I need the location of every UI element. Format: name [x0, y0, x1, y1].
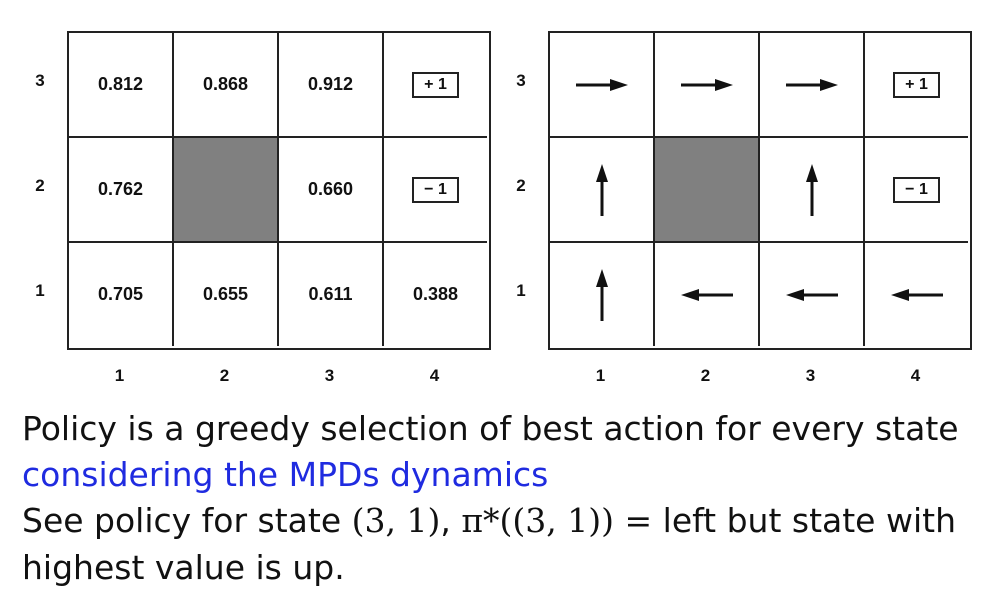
- arrow-right-icon: [575, 78, 628, 91]
- arrow-up-icon: [805, 163, 818, 216]
- caption-line-4: highest value is up.: [22, 548, 345, 587]
- value-row-label: 1: [35, 281, 45, 300]
- terminal-reward-box: + 1: [893, 71, 940, 98]
- caption-line-3: See policy for state (3, 1), π*((3, 1)) …: [22, 498, 956, 544]
- value-cell: 0.762: [69, 138, 174, 243]
- caption-line-1: Policy is a greedy selection of best act…: [22, 409, 959, 448]
- value-cell: 0.705: [69, 243, 174, 346]
- terminal-reward-box: − 1: [893, 176, 940, 203]
- policy-terminal-cell: + 1: [865, 33, 968, 138]
- value-terminal-cell: + 1: [384, 33, 487, 138]
- policy-row-label: 3: [516, 71, 526, 90]
- terminal-reward-box: − 1: [412, 176, 459, 203]
- policy-row-label: 1: [516, 281, 526, 300]
- value-row-label: 3: [35, 71, 45, 90]
- policy-cell: [550, 33, 655, 138]
- caption-line-3-part-a: See policy for state: [22, 501, 352, 540]
- caption-line-2: considering the MPDs dynamics: [22, 455, 549, 494]
- policy-cell: [760, 33, 865, 138]
- policy-cell: [550, 138, 655, 243]
- value-cell: 0.868: [174, 33, 279, 138]
- policy-cell: [655, 33, 760, 138]
- policy-wall-cell: [655, 138, 760, 243]
- value-col-label: 4: [429, 366, 440, 385]
- arrow-left-icon: [785, 288, 838, 301]
- policy-cell: [760, 138, 865, 243]
- arrow-left-icon: [890, 288, 943, 301]
- value-col-label: 2: [219, 366, 230, 385]
- policy-grid: + 1 − 1: [548, 31, 972, 350]
- policy-col-label: 3: [805, 366, 816, 385]
- value-row-label: 2: [35, 176, 45, 195]
- policy-cell: [865, 243, 968, 346]
- value-cell: 0.812: [69, 33, 174, 138]
- state-tuple: (3, 1): [351, 501, 441, 540]
- value-grid: 0.812 0.868 0.912 + 1 0.762 0.660 − 1 0.705 0.65…: [67, 31, 491, 350]
- arrow-right-icon: [785, 78, 838, 91]
- policy-col-label: 1: [595, 366, 606, 385]
- policy-row-label: 2: [516, 176, 526, 195]
- value-col-label: 1: [114, 366, 125, 385]
- value-col-label: 3: [324, 366, 335, 385]
- caption-line-3-part-c: left but state with: [652, 501, 956, 540]
- value-wall-cell: [174, 138, 279, 243]
- terminal-reward-box: + 1: [412, 71, 459, 98]
- value-cell: 0.611: [279, 243, 384, 346]
- policy-col-label: 2: [700, 366, 711, 385]
- arrow-up-icon: [595, 163, 608, 216]
- value-terminal-cell: − 1: [384, 138, 487, 243]
- policy-expression: π*((3, 1)) =: [461, 501, 653, 540]
- value-cell: 0.660: [279, 138, 384, 243]
- value-cell: 0.388: [412, 284, 459, 304]
- policy-col-label: 4: [910, 366, 921, 385]
- arrow-up-icon: [595, 268, 608, 321]
- value-cell: 0.655: [174, 243, 279, 346]
- policy-cell: [760, 243, 865, 346]
- policy-cell: [550, 243, 655, 346]
- caption-line-3-comma: ,: [440, 501, 462, 540]
- value-cell: 0.912: [279, 33, 384, 138]
- policy-terminal-cell: − 1: [865, 138, 968, 243]
- policy-cell: [655, 243, 760, 346]
- arrow-left-icon: [680, 288, 733, 301]
- arrow-right-icon: [680, 78, 733, 91]
